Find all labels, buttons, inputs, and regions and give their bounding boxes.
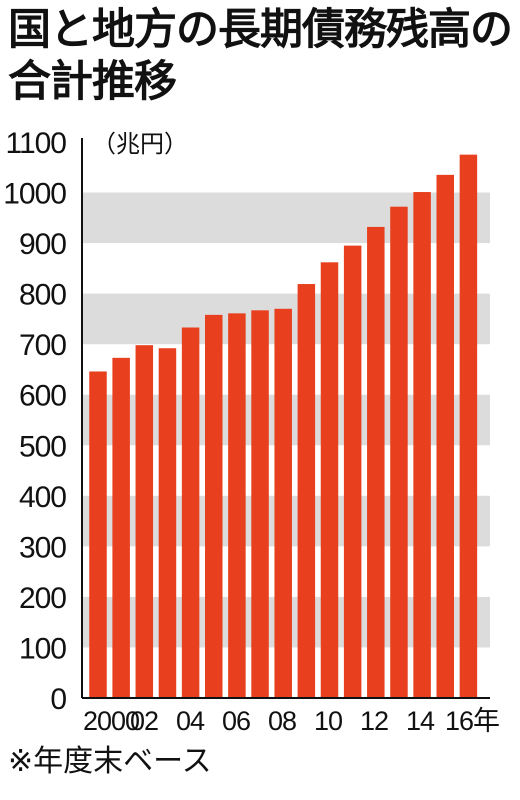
- bar-2011: [343, 245, 362, 699]
- bar-2012: [367, 226, 385, 698]
- bar-2008: [274, 308, 292, 698]
- axes: [81, 138, 490, 699]
- x-tick-label: 02: [130, 706, 158, 736]
- y-axis-label: （兆円）: [92, 130, 188, 158]
- y-tick-label: 400: [19, 481, 66, 514]
- bar-2010: [320, 262, 339, 698]
- bar-2005: [205, 314, 223, 698]
- y-tick-label: 1100: [5, 127, 66, 160]
- bar-2015: [436, 174, 454, 698]
- x-tick-label: 14: [406, 706, 435, 736]
- y-tick-label: 800: [19, 279, 66, 312]
- bar-2004: [181, 327, 200, 698]
- y-tick-label: 1000: [3, 178, 66, 211]
- bar-2007: [251, 310, 269, 698]
- x-tick-label: 2000: [83, 706, 139, 736]
- x-tick-label: 06: [222, 706, 250, 736]
- y-tick-label: 600: [19, 380, 66, 413]
- footnote: ※年度末ベース: [8, 744, 212, 779]
- x-tick-label: 08: [268, 706, 296, 736]
- y-tick-label: 700: [19, 329, 66, 362]
- y-tick-label: 100: [19, 632, 66, 665]
- x-tick-label: 04: [176, 706, 205, 736]
- x-tick-label: 12: [360, 706, 388, 736]
- bar-chart: 0 100 200 300 400 500 600 700 800 900 1000 1100 200…: [3, 127, 500, 736]
- y-tick-label: 0: [50, 683, 66, 716]
- bar-2013: [390, 206, 408, 698]
- bar-2001: [112, 357, 130, 698]
- bar-2014: [413, 192, 431, 699]
- bar-2006: [228, 313, 246, 698]
- bar-2002: [135, 345, 154, 698]
- bar-2000: [89, 371, 107, 698]
- y-tick-label: 900: [19, 228, 66, 261]
- y-tick-label: 300: [19, 531, 66, 564]
- y-tick-label: 200: [19, 582, 66, 615]
- x-tick-label: 16年: [445, 706, 499, 736]
- bar-2009: [297, 284, 316, 698]
- chart-title: 国と地方の長期債務残高の合計推移: [8, 5, 513, 107]
- x-tick-label: 10: [314, 706, 342, 736]
- y-tick-label: 500: [19, 430, 66, 463]
- y-tick-labels: 0 100 200 300 400 500 600 700 800 900 1000 1100: [3, 127, 67, 716]
- bar-2003: [158, 348, 177, 698]
- bars: [89, 154, 478, 699]
- bar-2016: [459, 154, 478, 699]
